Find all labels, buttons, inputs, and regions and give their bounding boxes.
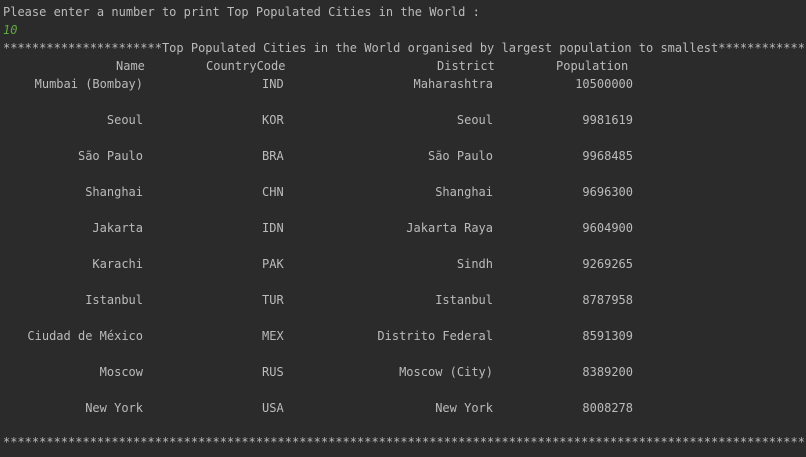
district: Istanbul	[435, 293, 493, 307]
district: Moscow (City)	[399, 365, 493, 379]
country-code: PAK	[262, 257, 284, 271]
header-name: Name	[116, 59, 145, 73]
city-name: Karachi	[92, 257, 143, 271]
district: Shanghai	[435, 185, 493, 199]
country-code: RUS	[262, 365, 284, 379]
district: Maharashtra	[413, 77, 493, 91]
table-header: Name CountryCode District Population	[0, 57, 806, 75]
district: Distrito Federal	[377, 329, 493, 343]
table-footer: ****************************************…	[3, 435, 806, 449]
district: Seoul	[456, 113, 493, 127]
population: 10500000	[575, 77, 633, 91]
table-row: Jakarta IDN Jakarta Raya 9604900	[0, 219, 806, 237]
district: Jakarta Raya	[406, 221, 493, 235]
district: Sindh	[456, 257, 493, 271]
input-prompt: Please enter a number to print Top Popul…	[3, 5, 480, 19]
population: 8787958	[582, 293, 633, 307]
table-row: Istanbul TUR Istanbul 8787958	[0, 291, 806, 309]
population: 9696300	[582, 185, 633, 199]
country-code: KOR	[262, 113, 284, 127]
population: 8008278	[582, 401, 633, 415]
city-name: Istanbul	[85, 293, 143, 307]
city-name: São Paulo	[77, 149, 143, 163]
table-banner: **********************Top Populated Citi…	[3, 41, 806, 55]
population: 9981619	[582, 113, 633, 127]
table-row: Mumbai (Bombay) IND Maharashtra 10500000	[0, 75, 806, 93]
city-name: Jakarta	[92, 221, 143, 235]
user-input-value: 10	[3, 23, 18, 37]
city-name: New York	[85, 401, 143, 415]
district: São Paulo	[427, 149, 493, 163]
table-row: Seoul KOR Seoul 9981619	[0, 111, 806, 129]
country-code: CHN	[262, 185, 284, 199]
table-row: Karachi PAK Sindh 9269265	[0, 255, 806, 273]
country-code: MEX	[262, 329, 284, 343]
city-name: Seoul	[106, 113, 143, 127]
city-name: Ciudad de México	[27, 329, 143, 343]
population: 9968485	[582, 149, 633, 163]
population: 9269265	[582, 257, 633, 271]
country-code: IDN	[262, 221, 284, 235]
country-code: BRA	[262, 149, 284, 163]
country-code: TUR	[262, 293, 284, 307]
table-row: Shanghai CHN Shanghai 9696300	[0, 183, 806, 201]
city-name: Shanghai	[85, 185, 143, 199]
population: 8389200	[582, 365, 633, 379]
header-population: Population	[556, 59, 629, 73]
population: 9604900	[582, 221, 633, 235]
city-name: Mumbai (Bombay)	[34, 77, 143, 91]
city-name: Moscow	[99, 365, 143, 379]
table-row: Moscow RUS Moscow (City) 8389200	[0, 363, 806, 381]
header-district: District	[437, 59, 495, 73]
table-row: Ciudad de México MEX Distrito Federal 85…	[0, 327, 806, 345]
table-row: São Paulo BRA São Paulo 9968485	[0, 147, 806, 165]
table-row: New York USA New York 8008278	[0, 399, 806, 417]
country-code: USA	[262, 401, 284, 415]
country-code: IND	[262, 77, 284, 91]
header-country-code: CountryCode	[206, 59, 286, 73]
district: New York	[435, 401, 493, 415]
population: 8591309	[582, 329, 633, 343]
